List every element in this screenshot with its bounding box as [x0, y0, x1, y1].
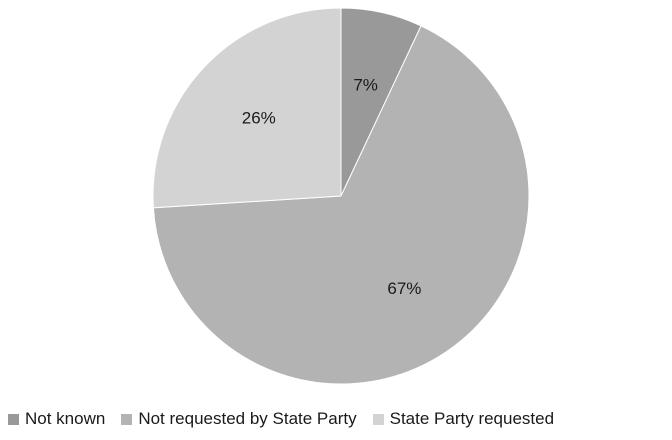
- chart-legend: Not known Not requested by State Party S…: [8, 405, 554, 433]
- legend-item-not-requested: Not requested by State Party: [121, 409, 357, 429]
- pie-label-state-party-requested: 26%: [242, 108, 276, 127]
- legend-swatch-not-requested: [121, 413, 133, 425]
- legend-item-not-known: Not known: [8, 409, 105, 429]
- legend-label-not-known: Not known: [25, 409, 106, 428]
- pie-slice-not-requested: [152, 25, 530, 385]
- legend-swatch-state-party-requested: [372, 413, 384, 425]
- pie-slices: [152, 7, 530, 385]
- pie-labels: 7% 67% 26%: [242, 75, 422, 297]
- legend-label-state-party-requested: State Party requested: [389, 409, 555, 428]
- legend-item-state-party-requested: State Party requested: [372, 409, 555, 429]
- pie-slice-state-party-requested: [152, 7, 342, 209]
- legend-swatch-not-known: [8, 413, 19, 425]
- legend-label-not-requested: Not requested by State Party: [138, 409, 357, 428]
- pie-label-not-known: 7%: [353, 75, 378, 94]
- pie-label-not-requested: 67%: [387, 279, 421, 298]
- pie-chart: 7% 67% 26%: [152, 7, 530, 385]
